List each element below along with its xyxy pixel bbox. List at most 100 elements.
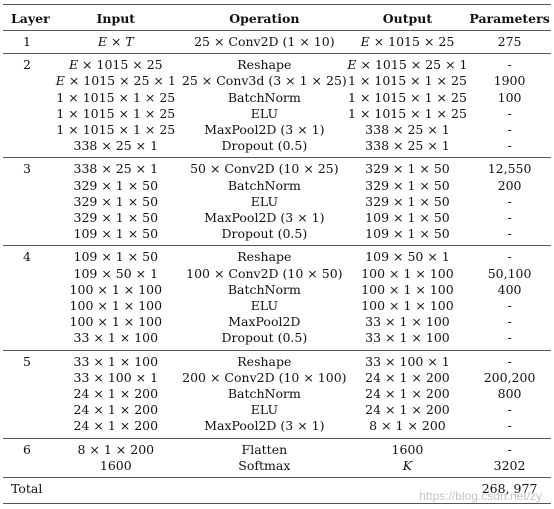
header-operation: Operation	[229, 10, 300, 26]
input-cell: E × 1015 × 25 × 1	[55, 73, 176, 89]
output-cell: E × 1015 × 25	[360, 34, 455, 49]
parameters-cell: -	[507, 226, 512, 242]
parameters-cell: -	[507, 330, 512, 346]
output-cell: 33 × 1 × 100	[365, 314, 450, 330]
output-cell: 329 × 1 × 50	[365, 161, 450, 177]
output-cell: 109 × 1 × 50	[365, 226, 450, 242]
parameters-cell: 100	[497, 89, 522, 105]
table-row: 1 × 1015 × 1 × 25 MaxPool2D (3 × 1) 338 × …	[3, 122, 551, 138]
layer-cell	[3, 178, 50, 194]
output-cell: 1 × 1015 × 1 × 25	[348, 73, 467, 89]
table-row: 1600 Softmax K 3202	[3, 458, 551, 478]
parameters-cell: -	[507, 402, 512, 418]
layer-cell	[3, 122, 50, 138]
top-rule	[3, 4, 551, 5]
layer-cell	[3, 386, 50, 402]
layer-cell	[3, 210, 50, 226]
operation-cell: BatchNorm	[227, 281, 301, 297]
operation-cell: ELU	[250, 298, 278, 314]
parameters-cell: 50,100	[487, 265, 532, 281]
layer-cell	[3, 90, 50, 106]
total-label: Total	[11, 481, 43, 497]
table-row: 33 × 1 × 100 Dropout (0.5) 33 × 1 × 100 -	[3, 330, 551, 350]
table-row: 329 × 1 × 50 MaxPool2D (3 × 1) 109 × 1 × 5…	[3, 210, 551, 226]
table-row: 1 × 1015 × 1 × 25 ELU 1 × 1015 × 1 × 25 -	[3, 106, 551, 122]
operation-cell: MaxPool2D (3 × 1)	[204, 418, 325, 434]
layer-cell	[3, 330, 50, 350]
parameters-cell: -	[507, 298, 512, 314]
input-cell: 100 × 1 × 100	[69, 298, 163, 314]
layer-cell	[3, 194, 50, 210]
input-cell: 1600	[99, 457, 132, 473]
parameters-cell: 275	[497, 34, 522, 49]
operation-cell: BatchNorm	[227, 386, 301, 402]
operation-cell: Softmax	[238, 457, 291, 473]
output-cell: 338 × 25 × 1	[365, 138, 450, 154]
table-row: 100 × 1 × 100 ELU 100 × 1 × 100 -	[3, 298, 551, 314]
operation-cell: BatchNorm	[227, 89, 301, 105]
output-cell: 33 × 1 × 100	[365, 330, 450, 346]
output-cell: 24 × 1 × 200	[365, 386, 450, 402]
parameters-cell: 12,550	[487, 161, 532, 177]
layer-cell	[3, 370, 50, 386]
output-cell: 8 × 1 × 200	[369, 418, 446, 434]
layer-cell	[3, 314, 50, 330]
table-row: 1 E × T 25 × Conv2D (1 × 10) E × 1015 × 25 2…	[3, 31, 551, 54]
table-row: 100 × 1 × 100 MaxPool2D 33 × 1 × 100 -	[3, 314, 551, 330]
layer-group: 1 E × T 25 × Conv2D (1 × 10) E × 1015 × 25 2…	[3, 30, 551, 54]
table-header: Layer Input Operation Output Parameters	[3, 6, 551, 31]
operation-cell: 200 × Conv2D (10 × 100)	[182, 369, 347, 385]
layer-group: 6 8 × 1 × 200 Flatten 1600 - 1600 Softmax K 3202	[3, 438, 551, 478]
output-cell: E × 1015 × 25 × 1	[347, 57, 468, 73]
table-row: 329 × 1 × 50 BatchNorm 329 × 1 × 50 200	[3, 178, 551, 194]
parameters-cell: 200	[497, 177, 522, 193]
parameters-cell: 800	[497, 386, 522, 402]
operation-cell: 100 × Conv2D (10 × 50)	[186, 265, 343, 281]
output-cell: 1600	[391, 441, 424, 457]
input-cell: 24 × 1 × 200	[73, 386, 159, 402]
output-cell: 1 × 1015 × 1 × 25	[348, 89, 467, 105]
total-row: Total 268, 977	[3, 478, 551, 501]
parameters-cell: -	[507, 441, 512, 457]
operation-cell: 25 × Conv2D (1 × 10)	[194, 34, 335, 49]
output-cell: 100 × 1 × 100	[361, 281, 454, 297]
layer-cell: 3	[23, 161, 31, 177]
empty-cell	[182, 478, 347, 501]
input-cell: 33 × 100 × 1	[73, 369, 159, 385]
layer-group: 5 33 × 1 × 100 Reshape 33 × 100 × 1-33 × 10…	[3, 350, 551, 439]
input-cell: 329 × 1 × 50	[73, 210, 159, 226]
operation-cell: Dropout (0.5)	[221, 330, 308, 346]
output-cell: 338 × 25 × 1	[365, 122, 450, 138]
input-cell: 33 × 1 × 100	[73, 353, 159, 369]
layer-cell: 5	[23, 353, 31, 369]
parameters-cell: -	[507, 193, 512, 209]
table-row: 24 × 1 × 200 ELU 24 × 1 × 200 -	[3, 402, 551, 418]
output-cell: 1 × 1015 × 1 × 25	[348, 105, 467, 121]
bottom-rule	[3, 503, 551, 504]
header-parameters: Parameters	[469, 10, 550, 26]
output-cell: 329 × 1 × 50	[365, 177, 450, 193]
operation-cell: 50 × Conv2D (10 × 25)	[190, 161, 339, 177]
parameters-cell: 400	[497, 281, 522, 297]
layer-group: 4 109 × 1 × 50 Reshape 109 × 50 × 1-109 × 5…	[3, 246, 551, 351]
operation-cell: Dropout (0.5)	[221, 226, 308, 242]
layer-cell	[3, 106, 50, 122]
input-cell: E × T	[97, 34, 134, 49]
input-cell: 100 × 1 × 100	[69, 314, 163, 330]
table-row: 24 × 1 × 200 MaxPool2D (3 × 1) 8 × 1 × 200…	[3, 418, 551, 438]
output-cell: 33 × 100 × 1	[365, 353, 450, 369]
header-input: Input	[96, 10, 136, 26]
input-cell: 1 × 1015 × 1 × 25	[56, 89, 176, 105]
architecture-table: Layer Input Operation Output Parameters …	[3, 6, 551, 500]
table-row: 33 × 100 × 1 200 × Conv2D (10 × 100) 24 × …	[3, 370, 551, 386]
output-cell: 24 × 1 × 200	[365, 369, 450, 385]
operation-cell: Dropout (0.5)	[221, 138, 308, 154]
output-cell: 24 × 1 × 200	[365, 402, 450, 418]
table-row: 3 338 × 25 × 1 50 × Conv2D (10 × 25) 329 × …	[3, 158, 551, 178]
watermark: https://blog.csdn.net/zy	[419, 489, 542, 503]
output-cell: K	[402, 457, 413, 473]
layer-cell	[3, 226, 50, 246]
operation-cell: MaxPool2D (3 × 1)	[204, 210, 325, 226]
